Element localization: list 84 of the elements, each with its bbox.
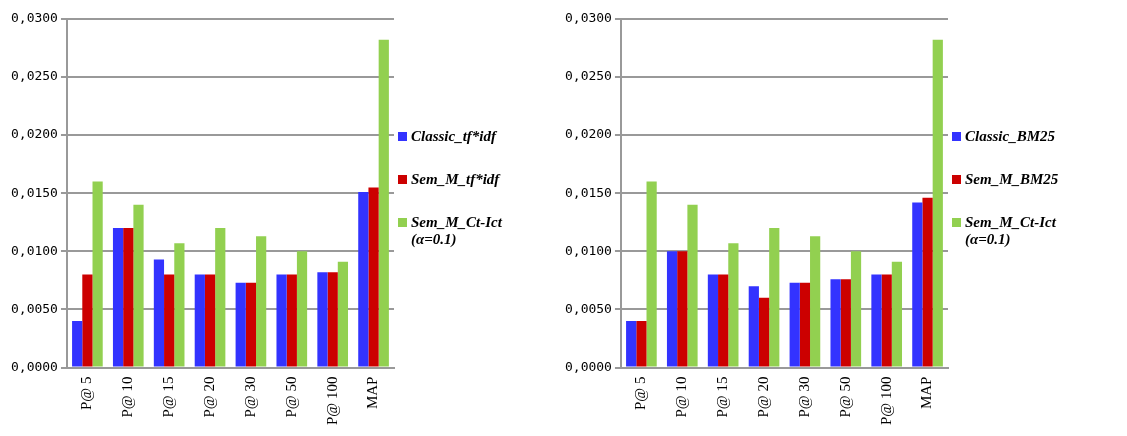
y-tick-label: 0,0200 xyxy=(10,126,58,142)
y-tick-label: 0,0250 xyxy=(10,68,58,84)
bar xyxy=(646,181,657,367)
bar xyxy=(830,279,841,367)
x-tick-label: P@ 5 xyxy=(632,376,649,410)
bar xyxy=(850,251,862,367)
bar xyxy=(789,282,800,367)
bar xyxy=(810,236,821,367)
bar xyxy=(82,274,93,367)
bar xyxy=(932,39,943,367)
x-tick-label: P@ 100 xyxy=(323,376,340,425)
bar xyxy=(687,204,698,367)
x-tick-label: P@ 20 xyxy=(200,376,217,418)
bar xyxy=(368,187,379,367)
bar xyxy=(215,228,226,367)
bar xyxy=(707,274,719,367)
x-tick-label: MAP xyxy=(918,376,935,410)
bar xyxy=(92,181,103,367)
x-tick-label: P@ 50 xyxy=(282,376,299,418)
bar xyxy=(728,243,739,367)
y-tick-label: 0,0250 xyxy=(564,68,612,84)
bar xyxy=(840,279,851,367)
bar xyxy=(912,202,923,367)
bar xyxy=(256,236,267,367)
y-tick-label: 0,0000 xyxy=(10,358,58,374)
bar xyxy=(799,282,811,367)
x-tick-label: P@ 10 xyxy=(673,376,690,418)
bar xyxy=(666,251,678,367)
bar xyxy=(337,261,349,367)
x-tick-label: P@ 50 xyxy=(836,376,853,418)
bar xyxy=(758,297,770,367)
bar xyxy=(174,243,185,367)
legend-label: Classic_BM25 xyxy=(965,128,1056,145)
bar xyxy=(235,282,246,367)
bar xyxy=(164,274,175,367)
bar xyxy=(677,251,688,367)
bar xyxy=(881,274,892,367)
x-tick-label: P@ 15 xyxy=(160,376,177,418)
y-tick-label: 0,0300 xyxy=(10,10,58,26)
x-tick-label: MAP xyxy=(364,376,381,410)
legend-label: Sem_M_tf*idf xyxy=(411,171,500,188)
y-tick-label: 0,0050 xyxy=(10,300,58,316)
x-tick-label: P@ 5 xyxy=(78,376,95,410)
y-tick-label: 0,0300 xyxy=(564,10,612,26)
bar xyxy=(317,272,328,367)
bar xyxy=(748,286,759,367)
bar xyxy=(769,228,780,367)
bar xyxy=(276,274,287,367)
bar xyxy=(153,259,165,367)
bar xyxy=(286,274,297,367)
x-tick-label: P@ 10 xyxy=(119,376,136,418)
x-tick-label: P@ 30 xyxy=(795,376,812,418)
y-tick-label: 0,0100 xyxy=(564,242,612,258)
bar xyxy=(245,282,257,367)
bar xyxy=(626,321,637,367)
y-tick-label: 0,0050 xyxy=(564,300,612,316)
bar xyxy=(871,274,882,367)
bar xyxy=(112,228,124,367)
legend-label: Classic_tf*idf xyxy=(411,128,496,145)
legend-label: Sem_M_BM25 xyxy=(965,171,1059,188)
bar xyxy=(296,251,308,367)
bar xyxy=(204,274,216,367)
bar xyxy=(133,204,144,367)
y-tick-label: 0,0000 xyxy=(564,358,612,374)
legend-label: Sem_M_Ct-Ict (α=0.1) xyxy=(411,214,504,248)
y-tick-label: 0,0150 xyxy=(10,184,58,200)
x-tick-label: P@ 100 xyxy=(877,376,894,425)
bar xyxy=(891,261,903,367)
bar xyxy=(72,321,83,367)
bar xyxy=(718,274,729,367)
legend-label: Sem_M_Ct-Ict (α=0.1) xyxy=(965,214,1058,248)
x-tick-label: P@ 15 xyxy=(714,376,731,418)
y-tick-label: 0,0150 xyxy=(564,184,612,200)
bar xyxy=(123,228,134,367)
bar xyxy=(378,39,389,367)
y-tick-label: 0,0200 xyxy=(564,126,612,142)
y-tick-label: 0,0100 xyxy=(10,242,58,258)
bar xyxy=(922,197,933,367)
bar xyxy=(358,192,369,367)
bar xyxy=(636,321,647,367)
bar xyxy=(194,274,205,367)
x-tick-label: P@ 30 xyxy=(241,376,258,418)
x-tick-label: P@ 20 xyxy=(754,376,771,418)
bar xyxy=(327,272,338,367)
